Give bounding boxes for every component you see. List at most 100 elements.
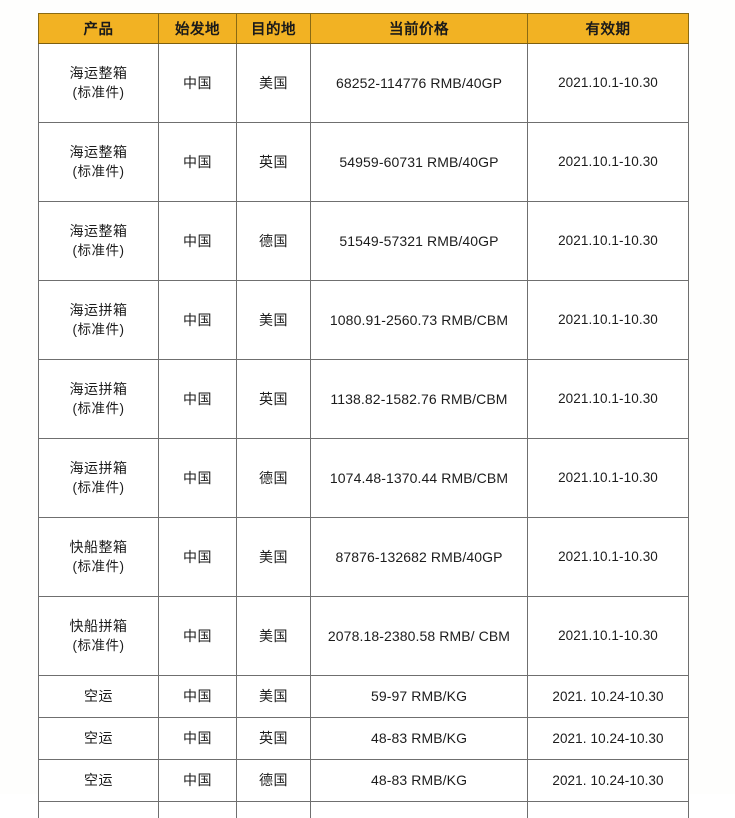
cell-origin: 中国 [159, 123, 237, 202]
cell-product: 海运整箱 (标准件) [39, 202, 159, 281]
cell-validity: 2021.10.1-10.30 [528, 281, 689, 360]
cell-validity: 2021.10.1-10.30 [528, 202, 689, 281]
product-spec: (标准件) [41, 478, 156, 498]
cell-origin: 中国 [159, 718, 237, 760]
cell-destination: 英国 [237, 718, 311, 760]
cell-validity: 2021.10.1-10.30 [528, 597, 689, 676]
product-name: 快船整箱 [70, 539, 128, 555]
cell-price: 48-83 RMB/KG [311, 760, 528, 802]
product-spec: (标准件) [41, 241, 156, 261]
cell-validity: 2021.10.1-10.30 [528, 123, 689, 202]
product-name: 海运整箱 [70, 144, 128, 160]
product-spec: (标准件) [41, 399, 156, 419]
cell-price: 1138.82-1582.76 RMB/CBM [311, 360, 528, 439]
cell-origin: 中国 [159, 202, 237, 281]
cell-product: 空运 [39, 718, 159, 760]
column-header-origin: 始发地 [159, 14, 237, 44]
cell-destination: 美国 [237, 281, 311, 360]
product-name: 海运整箱 [70, 65, 128, 81]
cell-destination [237, 802, 311, 818]
product-name: 海运拼箱 [70, 460, 128, 476]
table-header: 产品 始发地 目的地 当前价格 有效期 [39, 14, 689, 44]
cell-origin: 中国 [159, 518, 237, 597]
cell-destination: 德国 [237, 439, 311, 518]
cell-validity: 2021.10.1-10.30 [528, 518, 689, 597]
cell-validity [528, 802, 689, 818]
cell-price: 54959-60731 RMB/40GP [311, 123, 528, 202]
cell-product [39, 802, 159, 818]
cell-price [311, 802, 528, 818]
cell-origin: 中国 [159, 44, 237, 123]
cell-product: 空运 [39, 760, 159, 802]
column-header-product: 产品 [39, 14, 159, 44]
product-name: 海运拼箱 [70, 302, 128, 318]
product-name: 海运整箱 [70, 223, 128, 239]
cell-validity: 2021. 10.24-10.30 [528, 760, 689, 802]
product-spec: (标准件) [41, 320, 156, 340]
cell-validity: 2021.10.1-10.30 [528, 439, 689, 518]
cell-price: 87876-132682 RMB/40GP [311, 518, 528, 597]
table-row [39, 802, 689, 818]
cell-origin: 中国 [159, 360, 237, 439]
cell-price: 59-97 RMB/KG [311, 676, 528, 718]
cell-product: 快船拼箱 (标准件) [39, 597, 159, 676]
cell-validity: 2021.10.1-10.30 [528, 360, 689, 439]
cell-product: 海运拼箱 (标准件) [39, 281, 159, 360]
product-name: 空运 [84, 772, 113, 788]
cell-origin: 中国 [159, 597, 237, 676]
product-spec: (标准件) [41, 83, 156, 103]
cell-destination: 英国 [237, 360, 311, 439]
cell-destination: 美国 [237, 597, 311, 676]
cell-price: 1080.91-2560.73 RMB/CBM [311, 281, 528, 360]
cell-price: 1074.48-1370.44 RMB/CBM [311, 439, 528, 518]
cell-destination: 美国 [237, 44, 311, 123]
cell-price: 48-83 RMB/KG [311, 718, 528, 760]
cell-product: 快船整箱 (标准件) [39, 518, 159, 597]
cell-destination: 美国 [237, 518, 311, 597]
table-header-row: 产品 始发地 目的地 当前价格 有效期 [39, 14, 689, 44]
product-name: 空运 [84, 688, 113, 704]
cell-destination: 英国 [237, 123, 311, 202]
product-name: 海运拼箱 [70, 381, 128, 397]
cell-price: 68252-114776 RMB/40GP [311, 44, 528, 123]
cell-validity: 2021.10.1-10.30 [528, 44, 689, 123]
cell-destination: 德国 [237, 760, 311, 802]
cell-origin: 中国 [159, 676, 237, 718]
cell-origin: 中国 [159, 439, 237, 518]
product-spec: (标准件) [41, 636, 156, 656]
cell-price: 51549-57321 RMB/40GP [311, 202, 528, 281]
cell-validity: 2021. 10.24-10.30 [528, 718, 689, 760]
cell-validity: 2021. 10.24-10.30 [528, 676, 689, 718]
cell-origin: 中国 [159, 760, 237, 802]
product-spec: (标准件) [41, 557, 156, 577]
cell-price: 2078.18-2380.58 RMB/ CBM [311, 597, 528, 676]
cell-product: 海运拼箱 (标准件) [39, 439, 159, 518]
product-name: 快船拼箱 [70, 618, 128, 634]
column-header-price: 当前价格 [311, 14, 528, 44]
column-header-destination: 目的地 [237, 14, 311, 44]
product-name: 空运 [84, 730, 113, 746]
cell-product: 海运整箱 (标准件) [39, 44, 159, 123]
column-header-validity: 有效期 [528, 14, 689, 44]
cell-origin: 中国 [159, 281, 237, 360]
product-spec: (标准件) [41, 162, 156, 182]
cell-destination: 德国 [237, 202, 311, 281]
cell-product: 海运拼箱 (标准件) [39, 360, 159, 439]
cell-product: 空运 [39, 676, 159, 718]
cell-origin [159, 802, 237, 818]
